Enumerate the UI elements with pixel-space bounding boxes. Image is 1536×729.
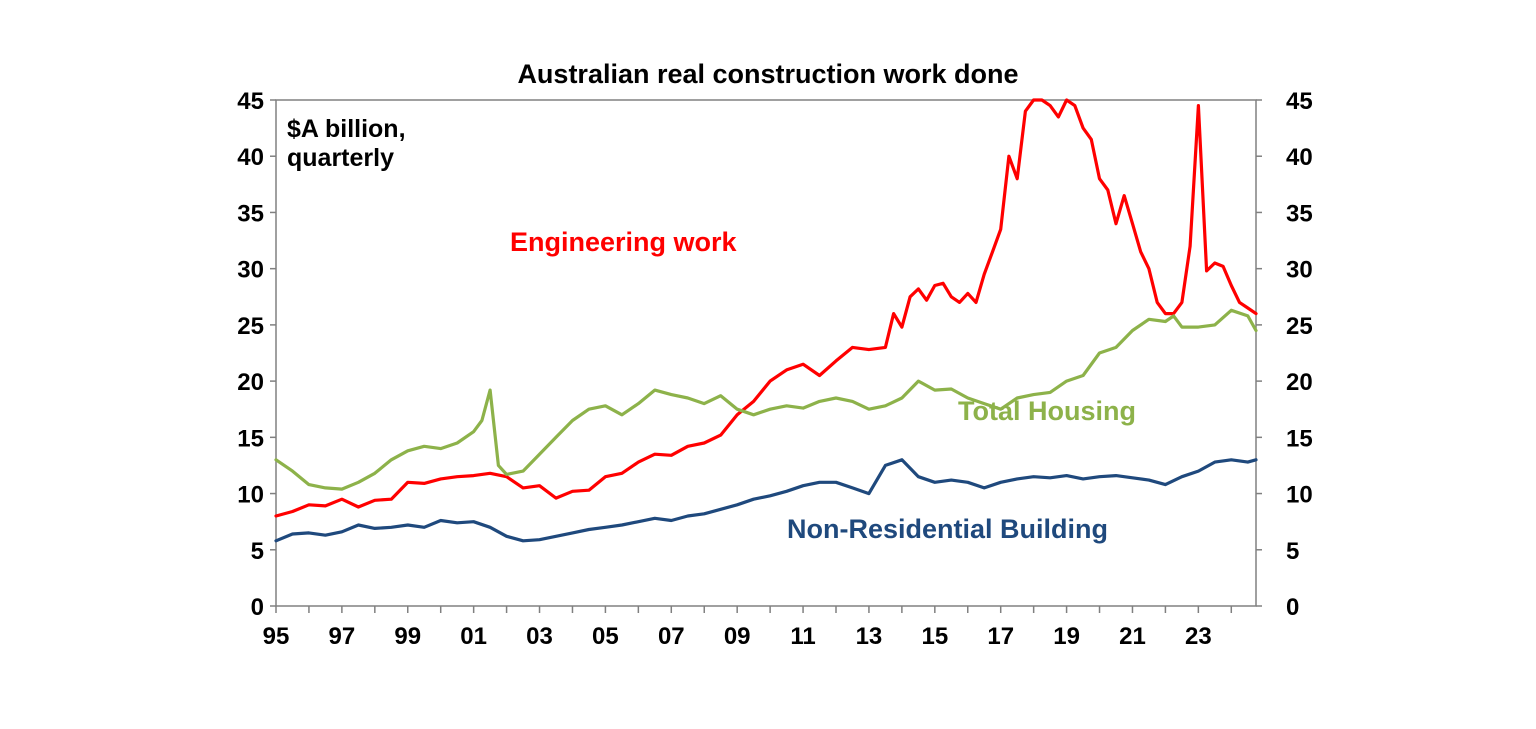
plot-border [275,99,1257,607]
left-y-tick-label: 45 [237,88,264,115]
x-tick-label: 03 [526,623,553,650]
x-tick-label: 01 [460,623,487,650]
left-y-tick-label: 35 [237,200,264,227]
right-y-tick-label: 45 [1286,88,1313,115]
right-y-tick-label: 30 [1286,257,1313,284]
x-tick-label: 97 [329,623,356,650]
left-y-tick-label: 0 [251,594,264,621]
total-housing-line [274,308,1258,491]
series-label-non-residential: Non-Residential Building [787,514,1108,544]
right-y-tick-label: 25 [1286,313,1313,340]
series-label-engineering: Engineering work [510,227,738,257]
x-tick-label: 05 [592,623,619,650]
left-y-tick-label: 5 [251,538,264,565]
left-y-tick-label: 15 [237,425,264,452]
x-tick-label: 09 [724,623,751,650]
left-y-tick-label: 40 [237,144,264,171]
x-axis: 95 97 99 01 03 05 07 09 11 13 15 17 19 21 23 [263,606,1233,650]
left-y-tick-label: 10 [237,482,264,509]
x-tick-label: 23 [1185,623,1212,650]
right-y-tick-label: 35 [1286,200,1313,227]
x-tick-label: 95 [263,623,290,650]
left-y-axis: 0 5 10 15 20 25 30 35 40 45 [237,88,276,621]
right-y-tick-label: 40 [1286,144,1313,171]
x-tick-label: 99 [394,623,421,650]
chart-title: Australian real construction work done [517,59,1018,89]
x-tick-label: 17 [987,623,1014,650]
left-y-tick-label: 25 [237,313,264,340]
x-tick-label: 07 [658,623,685,650]
right-y-tick-label: 10 [1286,482,1313,509]
right-y-tick-label: 20 [1286,369,1313,396]
unit-label-line2: quarterly [287,144,394,172]
plot-frame [275,99,1257,607]
x-tick-label: 13 [856,623,883,650]
x-tick-label: 11 [790,623,815,650]
non-residential-building-line [274,458,1258,543]
right-y-tick-label: 5 [1286,538,1299,565]
x-tick-label: 19 [1053,623,1080,650]
right-y-tick-label: 0 [1286,594,1299,621]
x-tick-label: 15 [921,623,948,650]
x-tick-label: 21 [1119,623,1146,650]
right-y-tick-label: 15 [1286,425,1313,452]
left-y-tick-label: 20 [237,369,264,396]
series-layer [274,98,1258,543]
series-label-housing: Total Housing [958,396,1136,426]
engineering-work-line [274,98,1258,518]
right-y-axis: 0 5 10 15 20 25 30 35 40 45 [1256,88,1313,621]
unit-label-line1: $A billion, [287,115,406,143]
left-y-tick-label: 30 [237,257,264,284]
